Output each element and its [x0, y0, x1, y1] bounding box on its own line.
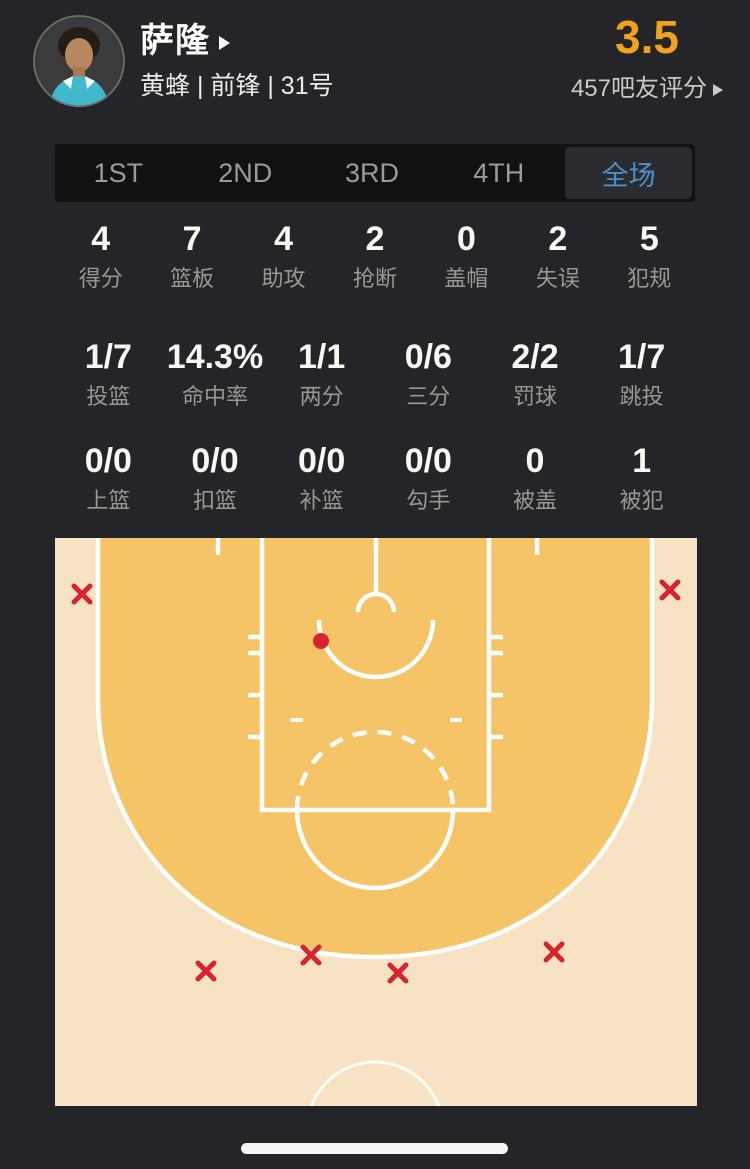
stat-blocks: 0 盖帽	[421, 219, 512, 293]
stat-label: 扣篮	[192, 488, 237, 513]
stat-label: 被盖	[512, 488, 557, 513]
stat-label: 跳投	[619, 384, 664, 409]
player-name: 萨隆	[140, 22, 210, 60]
stat-value: 0	[525, 442, 545, 480]
stat-value: 7	[182, 220, 202, 258]
shot-markers	[71, 579, 681, 984]
stat-label: 罚球	[512, 384, 557, 409]
stat-fouls: 5 犯规	[604, 219, 695, 293]
stat-assists: 4 助攻	[238, 219, 329, 293]
tab-4th[interactable]: 4TH	[473, 157, 525, 188]
free-throw-circle-solid	[294, 809, 456, 891]
lane-lines	[259, 538, 492, 813]
free-throw-circle-dashed	[294, 729, 456, 811]
stat-label: 犯规	[627, 266, 672, 291]
stat-value: 1/7	[84, 338, 132, 376]
stat-value: 4	[274, 220, 294, 258]
stat-row-shooting: 1/7 投篮 14.3% 命中率 1/1 两分 0/6 三分 2/2 罚球 1/7 跳投	[55, 337, 695, 411]
stat-ft: 2/2 罚球	[482, 337, 589, 411]
stat-dunk: 0/0 扣篮	[162, 441, 269, 515]
stat-value: 2	[548, 220, 568, 258]
stat-row-basic: 4 得分 7 篮板 4 助攻 2 抢断 0 盖帽 2 失误 5 犯规	[55, 219, 695, 293]
stat-got-blocked: 0 被盖	[482, 441, 589, 515]
stat-value: 1/7	[618, 338, 666, 376]
missed-shot-marker	[387, 962, 409, 984]
stat-label: 被犯	[619, 488, 664, 513]
stat-value: 4	[91, 220, 111, 258]
stat-turnovers: 2 失误	[512, 219, 603, 293]
court-inside-arc	[98, 538, 652, 957]
stat-label: 勾手	[406, 488, 451, 513]
stat-fg-pct: 14.3% 命中率	[162, 337, 269, 411]
stat-jumpshot: 1/7 跳投	[588, 337, 695, 411]
tab-full-game[interactable]: 全场	[565, 147, 692, 199]
stat-value: 0	[456, 220, 476, 258]
missed-shot-marker	[300, 944, 322, 966]
stat-label: 抢断	[352, 266, 397, 291]
stat-value: 5	[639, 220, 659, 258]
stat-value: 0/0	[298, 442, 346, 480]
player-avatar[interactable]	[33, 15, 125, 107]
stat-hook: 0/0 勾手	[375, 441, 482, 515]
stat-steals: 2 抢断	[329, 219, 420, 293]
player-name-link[interactable]: 萨隆	[140, 20, 334, 62]
half-court-circle	[309, 1060, 441, 1106]
made-shot-marker	[313, 633, 329, 649]
stat-value: 0/0	[404, 442, 452, 480]
chevron-right-icon	[219, 36, 230, 50]
stat-value: 1/1	[298, 338, 346, 376]
tab-2nd[interactable]: 2ND	[218, 157, 273, 188]
stat-2pt: 1/1 两分	[268, 337, 375, 411]
stat-label: 失误	[535, 266, 580, 291]
tab-1st[interactable]: 1ST	[93, 157, 144, 188]
stat-label: 命中率	[181, 384, 248, 409]
stat-row-detail: 0/0 上篮 0/0 扣篮 0/0 补篮 0/0 勾手 0 被盖 1 被犯	[55, 441, 695, 515]
player-identity: 萨隆 黄蜂 | 前锋 | 31号	[140, 20, 334, 101]
stat-layup: 0/0 上篮	[55, 441, 162, 515]
stat-value: 2/2	[511, 338, 559, 376]
stat-label: 助攻	[261, 266, 306, 291]
stat-value: 14.3%	[166, 338, 264, 376]
stat-value: 0/0	[84, 442, 132, 480]
stat-label: 补篮	[299, 488, 344, 513]
stat-label: 两分	[299, 384, 344, 409]
tab-3rd[interactable]: 3RD	[344, 157, 399, 188]
stat-fg: 1/7 投篮	[55, 337, 162, 411]
stat-label: 得分	[78, 266, 123, 291]
rating-count: 457吧友评分	[571, 75, 723, 103]
stat-value: 2	[365, 220, 385, 258]
chevron-right-icon	[713, 84, 723, 96]
stat-value: 0/0	[191, 442, 239, 480]
stat-putback: 0/0 补篮	[268, 441, 375, 515]
stat-label: 篮板	[170, 266, 215, 291]
missed-shot-marker	[71, 583, 93, 605]
stat-label: 投篮	[86, 384, 131, 409]
quarter-tabbar: 1ST 2ND 3RD 4TH 全场	[55, 144, 695, 202]
home-indicator[interactable]	[241, 1143, 508, 1154]
stat-value: 1	[632, 442, 652, 480]
rating-value: 3.5	[615, 11, 679, 63]
stat-label: 三分	[406, 384, 451, 409]
rim-arc	[355, 591, 397, 613]
three-point-line	[95, 538, 655, 960]
shot-chart-court	[55, 538, 697, 1106]
missed-shot-marker	[543, 941, 565, 963]
court-svg	[55, 538, 697, 1106]
stat-rebounds: 7 篮板	[146, 219, 237, 293]
missed-shot-marker	[659, 579, 681, 601]
rating-link[interactable]: 3.5 457吧友评分	[571, 12, 723, 103]
player-meta: 黄蜂 | 前锋 | 31号	[140, 72, 334, 100]
stat-label: 盖帽	[444, 266, 489, 291]
stat-points: 4 得分	[55, 219, 146, 293]
court-lines	[95, 538, 655, 1106]
stat-3pt: 0/6 三分	[375, 337, 482, 411]
stat-value: 0/6	[404, 338, 452, 376]
stat-label: 上篮	[86, 488, 131, 513]
missed-shot-marker	[195, 960, 217, 982]
player-photo	[33, 15, 125, 107]
stat-fouled: 1 被犯	[588, 441, 695, 515]
rating-count-label: 457吧友评分	[570, 75, 707, 102]
